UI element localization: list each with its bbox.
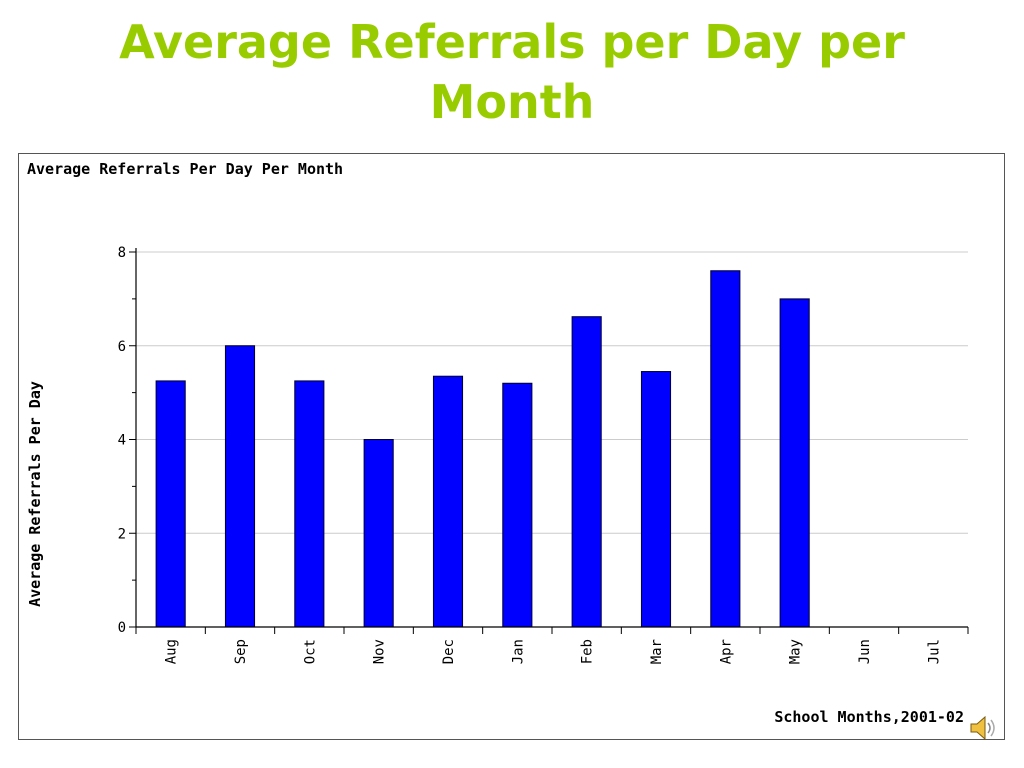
bar-chart: Average Referrals Per Day Per Month Aver… [26, 160, 969, 726]
x-tick-label: Nov [372, 639, 388, 664]
bar-jan [502, 382, 533, 628]
bar-sep [224, 345, 256, 628]
x-tick-label: Aug [164, 639, 180, 664]
bar-dec [432, 375, 464, 628]
bar-feb [571, 316, 602, 628]
x-tick-label: Apr [718, 639, 734, 664]
y-tick-label: 8 [118, 245, 126, 261]
slide-title: Average Referrals per Day per Month [0, 12, 1024, 132]
x-tick-label: Sep [233, 639, 249, 664]
y-axis-label: Average Referrals Per Day [26, 381, 44, 607]
slide-title-line-2: Month [429, 75, 595, 129]
bar-mar [640, 371, 672, 628]
x-tick-label: May [788, 639, 804, 664]
x-tick-label: Jun [857, 639, 873, 664]
x-tick-label: Jul [926, 639, 942, 664]
bar-nov [363, 439, 394, 628]
bar-apr [710, 270, 741, 628]
y-tick-label: 2 [118, 526, 126, 542]
bar-may [779, 298, 810, 628]
x-tick-label: Feb [580, 639, 596, 664]
y-tick-label: 0 [118, 620, 126, 636]
chart-title: Average Referrals Per Day Per Month [27, 160, 343, 178]
bar-oct [294, 380, 325, 628]
y-tick-label: 6 [118, 339, 126, 355]
x-tick-label: Jan [510, 639, 526, 664]
y-tick-label: 4 [118, 433, 126, 449]
slide-title-line-1: Average Referrals per Day per [119, 15, 905, 69]
x-tick-label: Mar [649, 639, 665, 664]
x-axis-label: School Months,2001-02 [774, 708, 964, 726]
x-tick-label: Oct [302, 639, 318, 664]
x-tick-label: Dec [441, 639, 457, 664]
bar-aug [155, 380, 186, 628]
speaker-icon[interactable] [968, 712, 998, 744]
